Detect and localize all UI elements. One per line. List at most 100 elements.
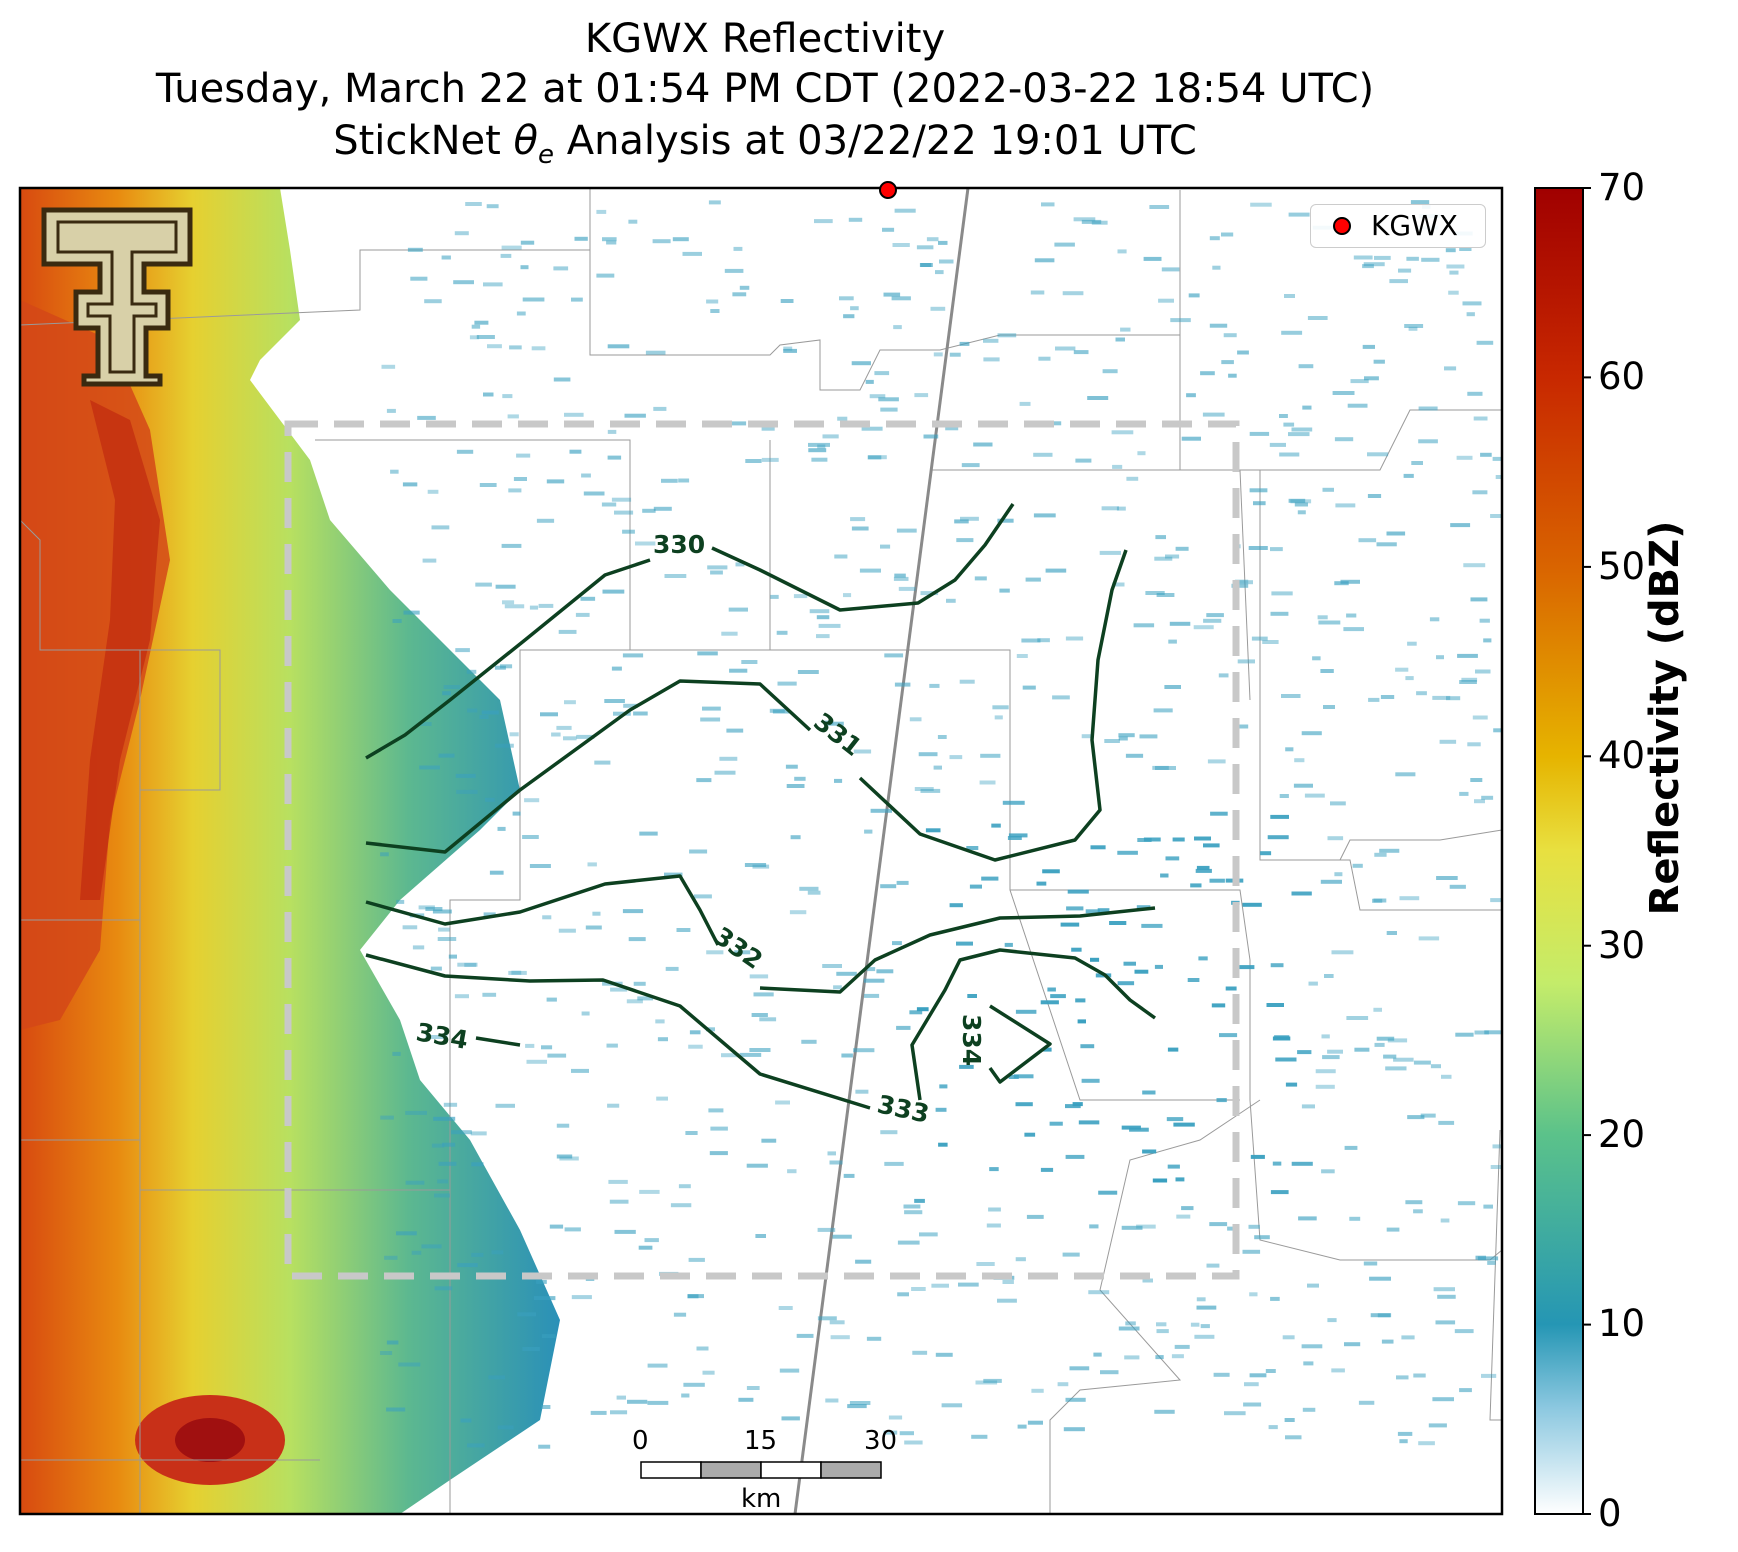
echo-pixel — [1244, 1382, 1259, 1387]
echo-pixel — [653, 406, 667, 411]
echo-pixel — [1060, 922, 1080, 927]
echo-pixel — [793, 594, 808, 599]
echo-pixel — [790, 835, 801, 840]
echo-pixel — [733, 246, 743, 251]
echo-pixel — [1331, 1368, 1345, 1373]
echo-pixel — [541, 1334, 556, 1339]
echo-pixel — [1448, 290, 1459, 295]
echo-pixel — [1004, 942, 1013, 947]
echo-pixel — [966, 846, 979, 850]
echo-pixel — [1291, 891, 1312, 896]
echo-pixel — [1161, 267, 1180, 272]
echo-pixel — [983, 338, 999, 343]
echo-pixel — [501, 543, 522, 548]
echo-pixel — [483, 392, 494, 397]
echo-pixel — [1008, 1075, 1019, 1079]
echo-pixel — [870, 808, 892, 813]
echo-pixel — [1078, 1120, 1100, 1125]
echo-pixel — [888, 1415, 903, 1420]
echo-pixel — [657, 1037, 668, 1042]
echo-pixel — [1098, 1190, 1118, 1195]
echo-pixel — [935, 1352, 953, 1357]
echo-pixel — [785, 764, 798, 769]
echo-pixel — [997, 1298, 1017, 1303]
echo-pixel — [770, 594, 779, 599]
echo-pixel — [1474, 1030, 1489, 1035]
echo-pixel — [848, 217, 863, 222]
echo-pixel — [398, 1362, 421, 1367]
colorbar-tick-50: 50 — [1598, 545, 1646, 588]
echo-pixel — [1231, 583, 1249, 588]
echo-pixel — [587, 862, 597, 867]
echo-pixel — [1410, 200, 1430, 205]
contour-label-334-east: 334 — [957, 1014, 986, 1066]
echo-pixel — [1143, 837, 1161, 842]
echo-pixel — [1381, 1339, 1394, 1344]
echo-pixel — [1242, 902, 1262, 907]
echo-pixel — [1041, 202, 1055, 207]
echo-pixel — [1369, 1276, 1391, 1281]
echo-pixel — [1118, 1326, 1140, 1331]
scale-unit: km — [741, 1484, 782, 1514]
echo-pixel — [538, 603, 554, 608]
echo-pixel — [664, 872, 683, 877]
echo-pixel — [1040, 1167, 1054, 1172]
echo-pixel — [959, 341, 970, 346]
echo-pixel — [622, 529, 635, 534]
echo-pixel — [1284, 294, 1295, 298]
echo-pixel — [1308, 981, 1318, 986]
echo-pixel — [410, 276, 428, 281]
echo-pixel — [891, 296, 911, 301]
echo-pixel — [1285, 1435, 1302, 1440]
echo-pixel — [456, 449, 474, 454]
echo-pixel — [1206, 1263, 1220, 1268]
echo-pixel — [553, 377, 571, 382]
echo-pixel — [564, 1227, 581, 1232]
echo-pixel — [1235, 580, 1253, 585]
echo-pixel — [808, 442, 830, 447]
contour-334-east-inner — [988, 1004, 1052, 1084]
echo-pixel — [797, 670, 819, 674]
echo-pixel — [581, 1011, 590, 1016]
echo-pixel — [1376, 542, 1397, 547]
echo-pixel — [610, 987, 628, 992]
echo-pixel — [1466, 312, 1475, 317]
echo-pixel — [476, 335, 495, 339]
echo-pixel — [825, 1398, 839, 1403]
echo-pixel — [1102, 369, 1118, 374]
echo-pixel — [1436, 876, 1458, 880]
echo-pixel — [1190, 883, 1202, 888]
echo-pixel — [1321, 1169, 1335, 1174]
echo-pixel — [1323, 705, 1335, 709]
echo-pixel — [647, 1400, 669, 1405]
echo-pixel — [564, 412, 584, 417]
echo-pixel — [909, 1010, 923, 1015]
echo-pixel — [442, 1142, 456, 1147]
echo-pixel — [1455, 1032, 1474, 1037]
echo-pixel — [637, 996, 654, 1001]
echo-pixel — [411, 1250, 422, 1255]
echo-pixel — [556, 1123, 570, 1128]
echo-pixel — [467, 1443, 485, 1448]
echo-pixel — [1459, 1388, 1472, 1393]
echo-pixel — [1398, 268, 1412, 273]
scale-tick-0: 0 — [632, 1426, 649, 1456]
echo-pixel — [1124, 1355, 1140, 1360]
colorbar-tick-40: 40 — [1598, 734, 1646, 777]
echo-pixel — [1271, 591, 1293, 596]
echo-pixel — [627, 1399, 648, 1404]
echo-pixel — [516, 453, 531, 458]
echo-pixel — [563, 736, 577, 741]
echo-pixel — [1015, 1102, 1033, 1107]
echo-pixel — [1164, 685, 1181, 689]
echo-pixel — [673, 1312, 687, 1317]
echo-pixel — [708, 1108, 724, 1113]
echo-pixel — [1399, 1439, 1408, 1444]
echo-pixel — [1211, 1003, 1226, 1008]
echo-pixel — [1291, 427, 1313, 432]
echo-pixel — [1221, 232, 1234, 237]
echo-pixel — [728, 607, 748, 612]
echo-pixel — [834, 554, 848, 559]
echo-pixel — [509, 345, 522, 350]
echo-pixel — [707, 565, 728, 570]
